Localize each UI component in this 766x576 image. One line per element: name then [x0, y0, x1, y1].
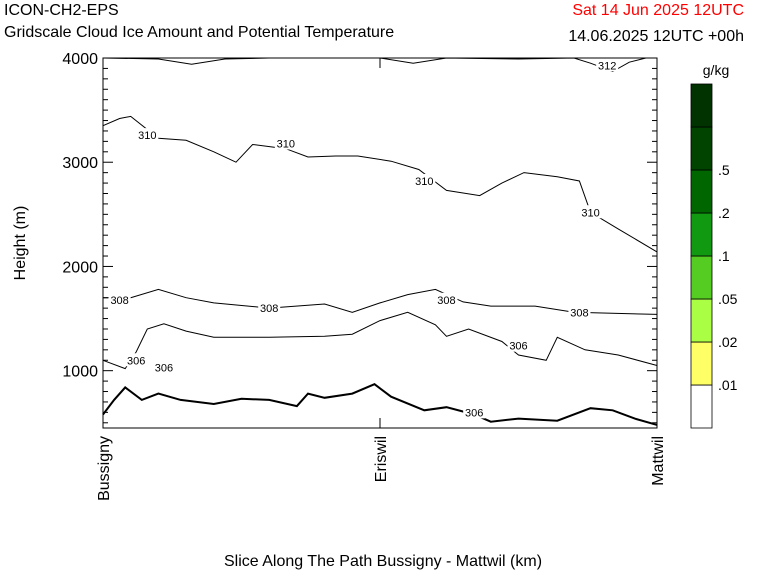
- contour-label: 306: [509, 341, 527, 353]
- contour-label: 310: [138, 130, 156, 142]
- colorbar-label: .2: [718, 205, 730, 221]
- plot-frame: [102, 57, 658, 429]
- colorbar-unit: g/kg: [703, 62, 729, 78]
- run-time: 14.06.2025 12UTC +00h: [568, 28, 744, 45]
- colorbar-swatch: [690, 126, 713, 171]
- contour-label-bg: [579, 205, 602, 219]
- contour-label: 310: [277, 138, 295, 150]
- contour-label-bg: [413, 173, 436, 187]
- y-tick-label: 4000: [62, 51, 98, 68]
- x-tick-label: Eriswil: [373, 436, 390, 482]
- isotherm-306: [102, 311, 658, 370]
- page-title: Gridscale Cloud Ice Amount and Potential…: [4, 24, 395, 41]
- contour-label: 306: [465, 407, 483, 419]
- y-tick-label: 1000: [62, 364, 98, 381]
- contour-label-bg: [435, 292, 458, 306]
- colorbar-swatch: [690, 384, 713, 429]
- colorbar-label: .1: [718, 248, 730, 264]
- isotherm-310: [102, 115, 658, 253]
- contour-label-bg: [152, 360, 175, 374]
- colorbar-swatch: [690, 212, 713, 257]
- isotherm-308: [103, 288, 658, 315]
- contour-label-bg: [108, 292, 131, 306]
- colorbar-label: .02: [718, 334, 738, 350]
- x-axis-label: Slice Along The Path Bussigny - Mattwil …: [223, 553, 543, 570]
- x-tick-label: Bussigny: [96, 436, 113, 501]
- contour-label: 306: [155, 363, 173, 375]
- contour-label: 308: [570, 307, 588, 319]
- contour-label: 308: [437, 295, 455, 307]
- contour-label-bg: [596, 58, 619, 72]
- colorbar-swatch: [690, 255, 713, 300]
- plot-marks: 306 306 306 306 308 308 308 308 310 310 310 310 312: [102, 57, 658, 426]
- colorbar-label: .01: [718, 377, 738, 393]
- contour-label: 308: [260, 303, 278, 315]
- model-name: ICON-CH2-EPS: [4, 2, 119, 19]
- colorbar-swatch: [690, 83, 713, 128]
- terrain-line: [102, 383, 658, 426]
- contour-label-bg: [507, 338, 530, 352]
- contour-label: 310: [415, 176, 433, 188]
- colorbar-swatch: [690, 341, 713, 386]
- contour-label: 310: [581, 207, 599, 219]
- y-tick-label: 3000: [62, 155, 98, 172]
- x-tick-label: Mattwil: [650, 436, 667, 486]
- y-axis: 1000 2000 3000 4000: [62, 51, 657, 424]
- x-axis: Bussigny Eriswil Mattwil: [96, 58, 667, 501]
- colorbar-label: .05: [718, 291, 738, 307]
- y-axis-label: Height (m): [12, 206, 29, 281]
- isotherm-312: [102, 57, 647, 73]
- contour-label-bg: [463, 405, 486, 419]
- contour-label: 306: [127, 355, 145, 367]
- contour-label-bg: [568, 305, 591, 319]
- colorbar-swatch: [690, 298, 713, 343]
- colorbar: .01 .02 .05 .1 .2 .5: [690, 83, 738, 429]
- contour-label-bg: [258, 301, 281, 315]
- y-tick-label: 2000: [62, 259, 98, 276]
- colorbar-swatch: [690, 169, 713, 214]
- contour-label-bg: [136, 128, 159, 142]
- contour-label-bg: [274, 136, 297, 150]
- contour-label-bg: [125, 353, 148, 367]
- valid-time: Sat 14 Jun 2025 12UTC: [572, 2, 744, 19]
- contour-label: 308: [110, 295, 128, 307]
- colorbar-label: .5: [718, 162, 730, 178]
- contour-label: 312: [598, 60, 616, 72]
